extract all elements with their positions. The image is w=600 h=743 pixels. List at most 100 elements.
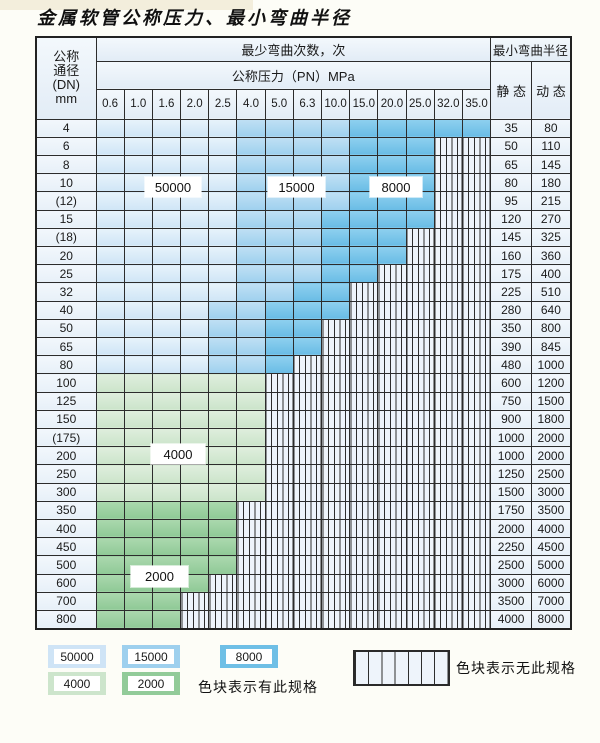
no-spec-cell [461, 591, 492, 611]
spec-cell-50000 [95, 264, 125, 284]
no-spec-cell [236, 518, 266, 539]
no-spec-cell [349, 464, 379, 484]
spec-cell-50000 [123, 136, 153, 156]
no-spec-cell [461, 518, 492, 539]
no-spec-cell [320, 609, 351, 630]
no-spec-cell [461, 500, 492, 520]
no-spec-cell [236, 609, 266, 630]
spec-cell-2000 [95, 555, 125, 575]
spec-cell-15000 [236, 118, 266, 138]
no-spec-cell [461, 191, 492, 211]
no-spec-cell [236, 573, 266, 593]
spec-cell-50000 [180, 227, 210, 247]
no-spec-cell [433, 173, 463, 193]
spec-cell-4000 [236, 373, 266, 393]
spec-cell-50000 [123, 355, 153, 375]
no-spec-cell [377, 555, 407, 575]
spec-cell-2000 [95, 500, 125, 520]
dn-cell: 10 [35, 173, 97, 193]
static-radius-cell: 2250 [490, 537, 533, 557]
no-spec-cell [461, 573, 492, 593]
dn-cell: 800 [35, 609, 97, 630]
no-spec-cell [264, 482, 294, 502]
no-spec-cell [349, 591, 379, 611]
dynamic-radius-cell: 325 [531, 227, 572, 247]
spec-cell-15000 [292, 209, 323, 229]
no-spec-cell [264, 591, 294, 611]
spec-cell-50000 [151, 355, 182, 375]
spec-cell-8000 [320, 264, 351, 284]
no-spec-cell [320, 555, 351, 575]
static-radius-cell: 390 [490, 336, 533, 357]
spec-cell-50000 [180, 300, 210, 320]
zone-count-label: 50000 [145, 177, 201, 197]
dn-cell: 15 [35, 209, 97, 229]
dynamic-radius-cell: 1800 [531, 409, 572, 429]
spec-cell-4000 [123, 373, 153, 393]
spec-cell-50000 [95, 173, 125, 193]
static-radius-cell: 1250 [490, 464, 533, 484]
dynamic-radius-cell: 1500 [531, 391, 572, 411]
pressure-bend-table: 公称 通径 (DN) mm 最少弯曲次数，次 最小弯曲半径 公称压力（PN）MP… [35, 36, 572, 630]
no-spec-cell [405, 227, 435, 247]
no-spec-cell [461, 209, 492, 229]
no-spec-cell [433, 427, 463, 448]
spec-cell-8000 [349, 264, 379, 284]
no-spec-cell [292, 409, 323, 429]
static-radius-cell: 35 [490, 118, 533, 138]
spec-cell-2000 [123, 537, 153, 557]
spec-cell-4000 [236, 391, 266, 411]
no-spec-cell [292, 464, 323, 484]
spec-cell-15000 [320, 136, 351, 156]
spec-cell-8000 [377, 227, 407, 247]
legend-swatch-15000: 15000 [122, 645, 180, 668]
no-spec-cell [320, 573, 351, 593]
table-row: 125 750 1500 [35, 391, 572, 411]
spec-cell-4000 [208, 427, 238, 448]
no-spec-cell [461, 173, 492, 193]
spec-cell-2000 [95, 518, 125, 539]
no-spec-cell [377, 355, 407, 375]
spec-cell-2000 [123, 518, 153, 539]
spec-cell-8000 [377, 154, 407, 175]
static-radius-cell: 600 [490, 373, 533, 393]
zone-count-label: 4000 [151, 444, 205, 464]
spec-cell-50000 [151, 282, 182, 302]
no-spec-cell [292, 355, 323, 375]
no-spec-cell [377, 427, 407, 448]
table-row: 20 160 360 [35, 245, 572, 266]
no-spec-cell [236, 500, 266, 520]
dn-header-line: 通径 [53, 63, 80, 79]
dn-cell: 80 [35, 355, 97, 375]
no-spec-cell [349, 409, 379, 429]
pressure-col-header: 2.5 [208, 88, 238, 120]
dynamic-radius-cell: 270 [531, 209, 572, 229]
dn-cell: 6 [35, 136, 97, 156]
no-spec-cell [292, 373, 323, 393]
spec-cell-50000 [151, 209, 182, 229]
dn-cell: 700 [35, 591, 97, 611]
no-spec-cell [292, 591, 323, 611]
spec-cell-50000 [95, 336, 125, 357]
no-spec-cell [461, 427, 492, 448]
spec-cell-4000 [123, 409, 153, 429]
dynamic-radius-cell: 1200 [531, 373, 572, 393]
spec-cell-50000 [208, 118, 238, 138]
no-spec-cell [377, 609, 407, 630]
pressure-col-header: 4.0 [236, 88, 266, 120]
spec-cell-15000 [208, 336, 238, 357]
no-spec-cell [236, 555, 266, 575]
top-accent-strip [0, 0, 253, 10]
no-spec-cell [264, 427, 294, 448]
no-spec-cell [433, 391, 463, 411]
no-spec-cell [264, 537, 294, 557]
spec-cell-4000 [236, 464, 266, 484]
dn-cell: 65 [35, 336, 97, 357]
no-spec-cell [433, 373, 463, 393]
no-spec-cell [405, 355, 435, 375]
no-spec-cell [208, 573, 238, 593]
no-spec-cell [349, 537, 379, 557]
spec-cell-15000 [264, 245, 294, 266]
spec-cell-50000 [208, 191, 238, 211]
spec-cell-4000 [236, 409, 266, 429]
